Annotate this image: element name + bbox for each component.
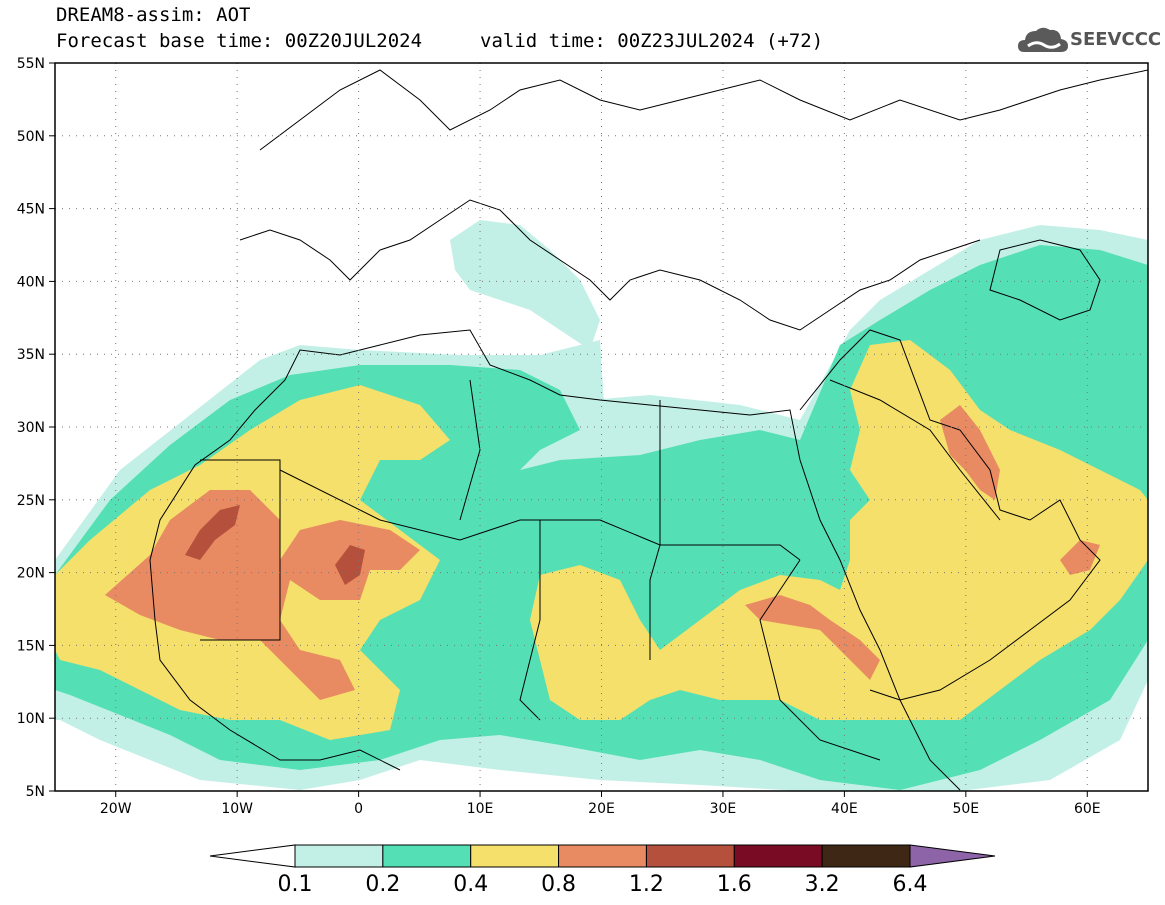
coastline-africa [149,329,961,791]
colorbar-swatch [382,844,472,868]
coastline-west-africa [149,559,401,771]
seevccc-logo: SEEVCCC [1016,22,1161,58]
colorbar-level-label: 1.2 [629,872,664,897]
grid-lines [55,63,1148,791]
colorbar-level-label: 6.4 [893,872,928,897]
colorbar-swatch [733,844,823,868]
lon-tick-label: 50E [952,801,979,817]
colorbar-swatch [645,844,735,868]
colorbar-swatch [821,844,911,868]
colorbar-swatch [558,844,647,868]
aot-field-extreme-2 [335,545,365,585]
colorbar-swatch [470,844,560,868]
lat-tick-label: 40N [17,274,45,290]
logo-text: SEEVCCC [1070,29,1162,50]
lon-tick-label: 20E [588,801,615,817]
aot-field-very-high-east [745,595,880,680]
lat-tick-label: 10N [17,711,45,727]
lat-tick-label: 50N [17,129,45,145]
aot-field-low-italy [450,220,600,350]
coastline-arabia [799,329,1101,701]
forecast-base-time: Forecast base time: 00Z20JUL2024 [56,30,423,52]
border-sahara-1 [200,459,281,641]
border-sahara-2 [279,469,801,561]
lat-tick-label: 15N [17,638,45,654]
lon-tick-label: 10W [221,801,253,817]
cloud-icon [1018,27,1068,52]
colorbar-level-label: 0.4 [453,872,488,897]
lat-tick-label: 20N [17,566,45,582]
border-east-africa [759,559,881,761]
aot-field-extreme [185,505,240,560]
aot-field-very-high-oman [1060,540,1100,575]
colorbar-level-label: 0.2 [365,872,400,897]
lon-tick-label: 30E [710,801,737,817]
border-libya [459,379,481,521]
colorbar-level-label: 0.1 [278,872,313,897]
lon-tick-label: 0 [354,801,363,817]
lat-tick-label: 35N [17,347,45,363]
colorbar-level-label: 3.2 [805,872,840,897]
lon-tick-label: 40E [831,801,858,817]
lon-tick-label: 60E [1074,801,1101,817]
coastline-europe [239,199,981,331]
map-axes: 55N 50N 45N 40N 35N 30N 25N 20N 15N 10N 5N 20W 10W 0 1… [17,56,1101,817]
aot-fields [55,220,1148,791]
lon-tick-label: 20W [100,801,132,817]
lat-tick-label: 25N [17,493,45,509]
lat-tick-label: 30N [17,420,45,436]
colorbar-level-label: 1.6 [717,872,752,897]
lat-tick-label: 5N [26,784,45,800]
valid-time: valid time: 00Z23JUL2024 (+72) [480,30,824,52]
border-sahara-3 [519,520,541,721]
aot-field-high-central [530,340,1148,720]
colorbar: 0.1 0.2 0.4 0.8 1.2 1.6 3.2 6.4 [209,844,996,897]
aot-field-very-high [105,490,420,700]
coastline-north-europe [259,69,1148,151]
map-title: DREAM8-assim: AOT [56,4,251,26]
colorbar-swatch [294,844,384,868]
coastline-caspian [989,239,1101,321]
colorbar-level-label: 0.8 [541,872,576,897]
colorbar-max-triangle [909,844,996,868]
lat-tick-label: 55N [17,56,45,72]
border-sahara-4 [649,400,661,660]
coastlines [149,69,1148,791]
border-middle-east [829,379,1001,521]
colorbar-min-triangle [209,844,296,868]
lon-tick-label: 10E [467,801,494,817]
lat-tick-label: 45N [17,202,45,218]
